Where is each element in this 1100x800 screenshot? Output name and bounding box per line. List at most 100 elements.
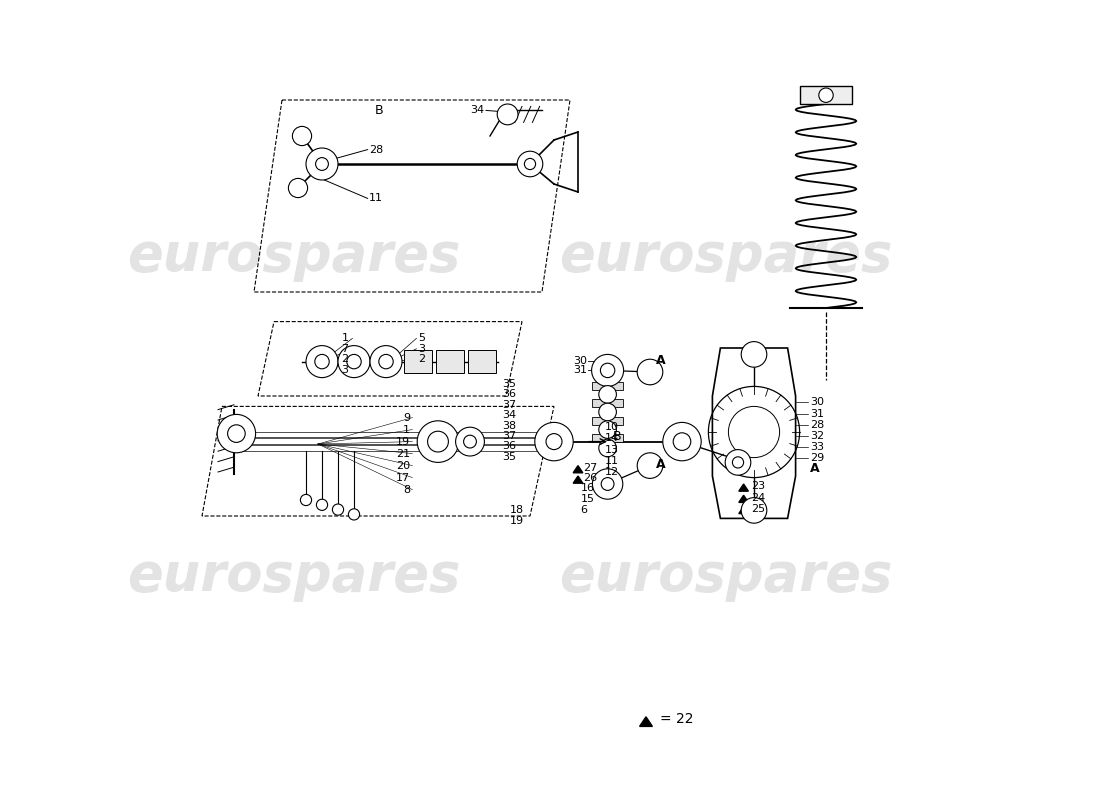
Text: 31: 31	[573, 366, 586, 375]
Circle shape	[315, 354, 329, 369]
Text: eurospares: eurospares	[559, 550, 893, 602]
Text: 29: 29	[810, 454, 824, 463]
Text: 5: 5	[418, 334, 425, 343]
Circle shape	[417, 421, 459, 462]
Bar	[436, 350, 464, 373]
Polygon shape	[639, 717, 652, 726]
Text: 1: 1	[403, 425, 410, 434]
Text: 8: 8	[403, 485, 410, 494]
Text: 20: 20	[396, 461, 410, 470]
Text: 15: 15	[581, 494, 594, 504]
Circle shape	[497, 104, 518, 125]
Text: 1: 1	[341, 334, 349, 343]
Text: 27: 27	[584, 463, 598, 473]
Circle shape	[316, 158, 329, 170]
Circle shape	[593, 469, 623, 499]
Circle shape	[525, 158, 536, 170]
Text: 23: 23	[751, 482, 766, 491]
Circle shape	[725, 450, 751, 475]
Bar	[801, 86, 851, 104]
Text: = 22: = 22	[660, 712, 694, 726]
Text: 19: 19	[510, 516, 525, 526]
Bar	[404, 350, 432, 373]
Text: 37: 37	[503, 431, 516, 441]
Text: 30: 30	[573, 356, 586, 366]
Bar	[593, 417, 623, 425]
Circle shape	[370, 346, 402, 378]
Text: 25: 25	[751, 504, 766, 514]
Circle shape	[300, 494, 311, 506]
Circle shape	[535, 422, 573, 461]
Text: 26: 26	[584, 474, 597, 483]
Text: 6: 6	[581, 506, 587, 515]
Text: 34: 34	[503, 410, 516, 420]
Text: 12: 12	[604, 467, 618, 477]
Circle shape	[673, 433, 691, 450]
Text: 24: 24	[751, 493, 766, 502]
Circle shape	[288, 178, 308, 198]
Circle shape	[637, 359, 663, 385]
Circle shape	[228, 425, 245, 442]
Polygon shape	[573, 476, 583, 483]
Text: 16: 16	[581, 483, 594, 493]
Text: B: B	[613, 430, 621, 443]
Text: B: B	[374, 104, 383, 117]
Text: A: A	[810, 462, 820, 474]
Text: 18: 18	[510, 506, 525, 515]
Text: 36: 36	[503, 442, 516, 451]
Text: eurospares: eurospares	[559, 230, 893, 282]
Text: eurospares: eurospares	[128, 550, 461, 602]
Circle shape	[293, 126, 311, 146]
Circle shape	[598, 403, 616, 421]
Text: 11: 11	[370, 194, 383, 203]
Text: 35: 35	[503, 379, 516, 389]
Text: 35: 35	[503, 452, 516, 462]
Circle shape	[818, 88, 833, 102]
Circle shape	[306, 148, 338, 180]
Circle shape	[741, 498, 767, 523]
Text: 34: 34	[471, 106, 484, 115]
Circle shape	[741, 342, 767, 367]
Text: 11: 11	[604, 456, 618, 466]
Text: 10: 10	[604, 422, 618, 432]
Circle shape	[733, 457, 744, 468]
Bar	[593, 399, 623, 407]
Circle shape	[598, 421, 616, 438]
Text: 30: 30	[810, 398, 824, 407]
Circle shape	[601, 363, 615, 378]
Polygon shape	[573, 466, 583, 473]
Circle shape	[378, 354, 393, 369]
Text: 38: 38	[503, 421, 516, 430]
Bar	[593, 434, 623, 442]
Text: A: A	[656, 354, 666, 367]
Text: 36: 36	[503, 390, 516, 399]
Text: 28: 28	[370, 145, 384, 154]
Circle shape	[463, 435, 476, 448]
Text: 37: 37	[503, 400, 516, 410]
Text: 14: 14	[604, 434, 618, 443]
Text: 32: 32	[810, 431, 824, 441]
Circle shape	[455, 427, 484, 456]
Circle shape	[306, 346, 338, 378]
Circle shape	[592, 354, 624, 386]
Circle shape	[546, 434, 562, 450]
Text: 3: 3	[418, 344, 425, 354]
Circle shape	[346, 354, 361, 369]
Bar	[593, 382, 623, 390]
Text: 2: 2	[341, 354, 349, 364]
Text: 28: 28	[810, 420, 824, 430]
Circle shape	[338, 346, 370, 378]
Text: eurospares: eurospares	[128, 230, 461, 282]
Circle shape	[428, 431, 449, 452]
Text: 33: 33	[810, 442, 824, 452]
Bar	[468, 350, 496, 373]
Text: 9: 9	[403, 413, 410, 422]
Circle shape	[217, 414, 255, 453]
Circle shape	[517, 151, 542, 177]
Circle shape	[637, 453, 663, 478]
Circle shape	[598, 439, 616, 457]
Circle shape	[602, 478, 614, 490]
Circle shape	[663, 422, 701, 461]
Circle shape	[332, 504, 343, 515]
Text: 31: 31	[810, 409, 824, 418]
